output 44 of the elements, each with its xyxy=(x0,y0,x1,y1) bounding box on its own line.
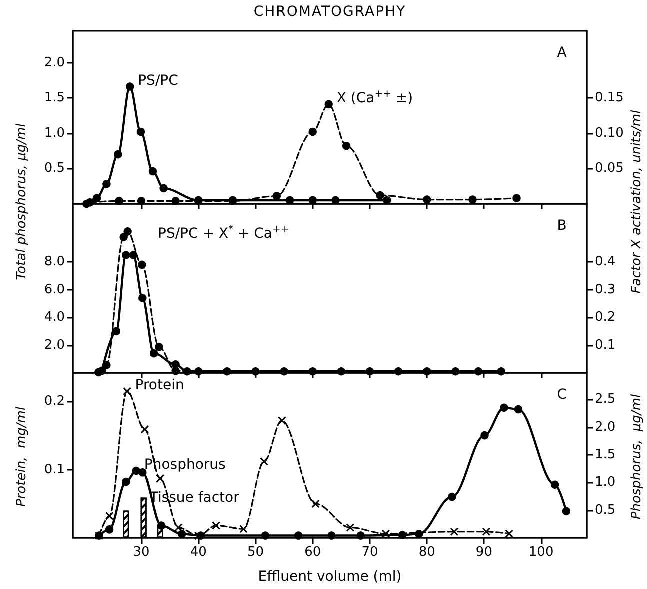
y2-tick-label: 0.05 xyxy=(595,161,624,176)
y-tick-label: 1.5 xyxy=(44,90,65,106)
y2-tick-label: 1.0 xyxy=(595,475,616,490)
y2-tick-label: 0.3 xyxy=(595,282,616,298)
x-tick-label: 70 xyxy=(362,545,378,560)
series-label: Ⅹ (Ca++ ±) xyxy=(336,88,414,106)
y2-tick-label: 2.5 xyxy=(595,392,616,408)
y2-tick-label: 0.1 xyxy=(595,338,616,353)
x-tick-label: 100 xyxy=(528,545,554,560)
series-label: Phosphorus xyxy=(144,457,226,474)
x-tick-label: 80 xyxy=(418,545,436,560)
annotation: C xyxy=(557,387,568,403)
y-tick-label: 0.5 xyxy=(44,161,65,176)
y2-tick-label: 0.5 xyxy=(595,502,616,518)
y-tick-label: 2.0 xyxy=(44,338,65,353)
text: PS/PC + Ⅹ* + Ca++ xyxy=(158,224,290,242)
y2-tick-label: 0.15 xyxy=(595,90,624,106)
x-tick-label: 60 xyxy=(304,545,322,560)
y-tick-label: 0.1 xyxy=(44,462,65,478)
y2-axis-title: Phosphorus, μg/ml xyxy=(630,394,644,520)
y-tick-label: 6.0 xyxy=(44,282,65,298)
y2-tick-label: 2.0 xyxy=(595,420,616,435)
series-label: PS/PC xyxy=(138,72,179,89)
x-tick-label: 50 xyxy=(247,545,264,560)
y2-tick-label: 0.2 xyxy=(595,310,616,326)
x-tick-label: 90 xyxy=(476,545,492,560)
y2-tick-label: 0.4 xyxy=(595,254,616,270)
y-tick-label: 4.0 xyxy=(44,310,65,326)
y2-axis-title: Factor Ⅹ activation, units/ml xyxy=(630,110,644,294)
chart-title: CHROMATOGRAPHY xyxy=(252,4,408,20)
annotation: A xyxy=(557,45,568,61)
y2-tick-label: 1.5 xyxy=(595,447,616,462)
y-axis-title: Protein, mg/ml xyxy=(14,406,30,508)
x-tick-label: 30 xyxy=(133,545,150,560)
y2-tick-label: 0.10 xyxy=(595,126,624,141)
y-tick-label: 2.0 xyxy=(44,55,65,70)
y-axis-title: Total phosphorus, μg/ml xyxy=(14,124,30,280)
y-tick-label: 1.0 xyxy=(44,126,65,141)
series-label: Protein xyxy=(135,377,184,394)
y-tick-label: 8.0 xyxy=(44,254,65,270)
y-tick-label: 0.2 xyxy=(44,394,65,410)
annotation: B xyxy=(557,218,567,234)
x-axis-title: Effluent volume (ml) xyxy=(258,569,402,585)
x-tick-label: 40 xyxy=(190,545,207,560)
